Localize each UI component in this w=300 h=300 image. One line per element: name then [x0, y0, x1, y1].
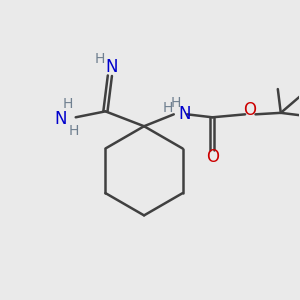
Text: N: N — [55, 110, 67, 128]
Text: O: O — [206, 148, 219, 166]
Text: H: H — [68, 124, 79, 138]
Text: N: N — [105, 58, 118, 76]
Text: H: H — [171, 96, 181, 110]
Text: H: H — [94, 52, 105, 66]
Text: H: H — [163, 101, 173, 116]
Text: H: H — [63, 97, 74, 111]
Text: N: N — [178, 105, 190, 123]
Text: O: O — [243, 101, 256, 119]
